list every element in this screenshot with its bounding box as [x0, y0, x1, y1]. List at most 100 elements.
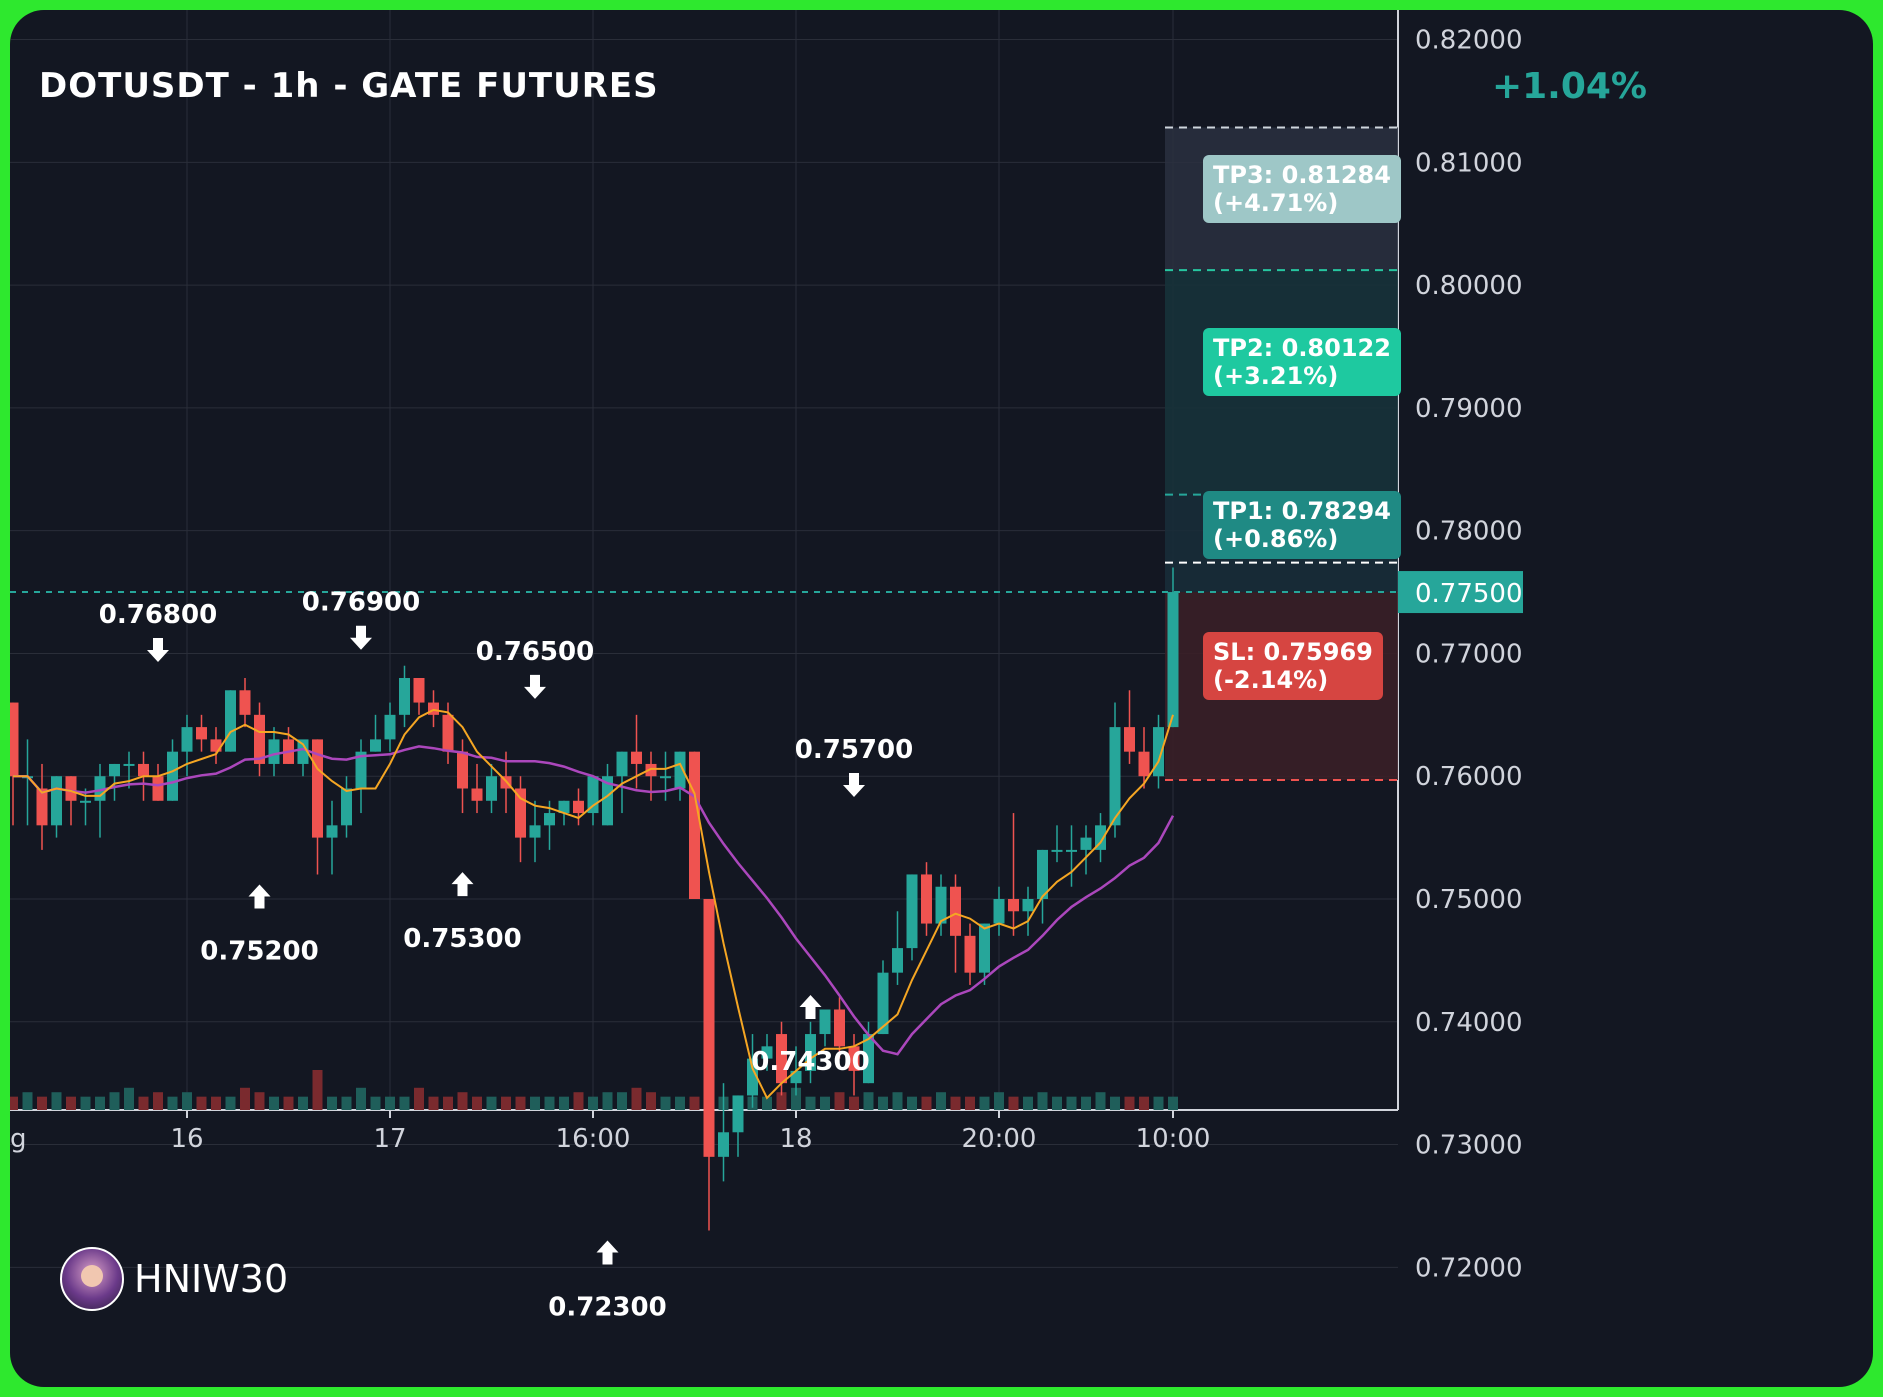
volume-bar — [602, 1092, 613, 1110]
annotation-label: 0.75700 — [795, 735, 913, 765]
candle-body — [993, 899, 1005, 924]
y-tick-label: 0.75000 — [1415, 885, 1523, 915]
annotation-label: 0.76900 — [302, 588, 420, 618]
watermark: HNIW30 — [60, 1247, 288, 1311]
candle-body — [732, 1095, 744, 1133]
candle-body — [384, 714, 396, 740]
volume-bar — [486, 1096, 497, 1110]
tp1-badge: TP1: 0.78294 (+0.86%) — [1203, 490, 1401, 559]
volume-bar — [762, 1096, 772, 1110]
volume-bar — [153, 1092, 163, 1110]
y-tick-label: 0.74000 — [1415, 1008, 1523, 1038]
annotation-arrow — [596, 1240, 619, 1265]
volume-bar — [95, 1096, 105, 1110]
volume-bar — [1124, 1096, 1135, 1110]
candle-body — [355, 751, 367, 789]
candle-body — [268, 739, 280, 764]
volume-bar — [979, 1096, 990, 1110]
annotation-arrow — [350, 625, 372, 650]
ma-slow-line — [13, 745, 1175, 1056]
candle-body — [515, 788, 526, 838]
volume-bar — [1052, 1096, 1062, 1110]
candle-body — [138, 763, 149, 777]
candle-body — [94, 776, 106, 801]
volume-bar — [51, 1092, 62, 1110]
candle-body — [544, 813, 555, 826]
y-tick-label: 0.77000 — [1415, 639, 1523, 669]
candle-body — [341, 788, 352, 826]
candle-body — [631, 751, 642, 764]
volume-bar — [660, 1096, 671, 1110]
candle-body — [399, 678, 410, 715]
volume-bar — [907, 1096, 917, 1110]
volume-bar — [573, 1092, 584, 1110]
volume-bar — [399, 1096, 410, 1110]
candle-body — [1080, 837, 1092, 850]
candle-body — [834, 1009, 845, 1047]
candle-body — [616, 751, 628, 777]
y-tick-label: 0.78000 — [1415, 517, 1523, 547]
ma-fast-line — [13, 708, 1174, 1100]
candle-body — [747, 1058, 758, 1096]
volume-bar — [37, 1096, 47, 1110]
volume-bar — [327, 1096, 337, 1110]
volume-bar — [994, 1092, 1004, 1110]
candle-body — [239, 690, 251, 715]
candle-body — [558, 800, 570, 814]
volume-bar — [791, 1087, 801, 1110]
candle-body — [413, 678, 425, 703]
volume-bar — [820, 1096, 830, 1110]
y-tick-label: 0.79000 — [1415, 394, 1523, 424]
candle-body — [167, 751, 178, 801]
volume-bar — [1139, 1096, 1149, 1110]
x-tick-label: 10:00 — [1136, 1124, 1211, 1154]
candle-body — [370, 739, 381, 752]
annotation-label: 0.75200 — [200, 936, 318, 966]
volume-bar — [1081, 1096, 1091, 1110]
candle-body — [10, 702, 19, 777]
current-price-tag — [1398, 571, 1523, 614]
annotation-label: 0.72300 — [548, 1293, 666, 1323]
volume-bar — [1023, 1096, 1033, 1110]
y-tick-label: 0.80000 — [1415, 271, 1523, 301]
candle-body — [979, 923, 990, 973]
volume-bar — [588, 1096, 598, 1110]
candle-body — [935, 886, 947, 924]
volume-bar — [965, 1096, 975, 1110]
volume-bar — [617, 1092, 627, 1110]
volume-bar — [849, 1096, 859, 1110]
y-tick-label: 0.72000 — [1415, 1253, 1523, 1283]
volume-bar — [544, 1096, 555, 1110]
volume-bar — [472, 1096, 482, 1110]
tp2-badge: TP2: 0.80122 (+3.21%) — [1203, 328, 1401, 397]
volume-bar — [1110, 1096, 1120, 1110]
volume-bar — [443, 1096, 453, 1110]
x-tick-label: 17 — [373, 1124, 406, 1154]
volume-bar — [515, 1096, 526, 1110]
y-tick-label: 0.73000 — [1415, 1131, 1523, 1161]
candle-body — [196, 727, 207, 740]
candle-body — [921, 874, 932, 924]
volume-bar — [457, 1092, 468, 1110]
candle-body — [326, 825, 338, 838]
candle-body — [1124, 727, 1135, 752]
avatar — [60, 1247, 124, 1311]
y-tick-label: 0.81000 — [1415, 148, 1523, 178]
candle-body — [254, 714, 265, 764]
candle-body — [1037, 849, 1048, 899]
chart-title: DOTUSDT - 1h - GATE FUTURES — [39, 66, 659, 106]
candle-body — [210, 739, 222, 752]
volume-bar — [689, 1096, 700, 1110]
volume-bar — [138, 1096, 149, 1110]
volume-bar — [950, 1096, 961, 1110]
volume-bar — [1008, 1096, 1019, 1110]
volume-bar — [22, 1092, 33, 1110]
volume-bar — [863, 1092, 874, 1110]
candle-body — [36, 788, 48, 826]
x-tick-label: 16 — [170, 1124, 203, 1154]
volume-bar — [646, 1092, 656, 1110]
candle-body — [718, 1132, 729, 1157]
volume-bar — [834, 1092, 845, 1110]
volume-bar — [298, 1096, 308, 1110]
candle-body — [65, 776, 77, 801]
